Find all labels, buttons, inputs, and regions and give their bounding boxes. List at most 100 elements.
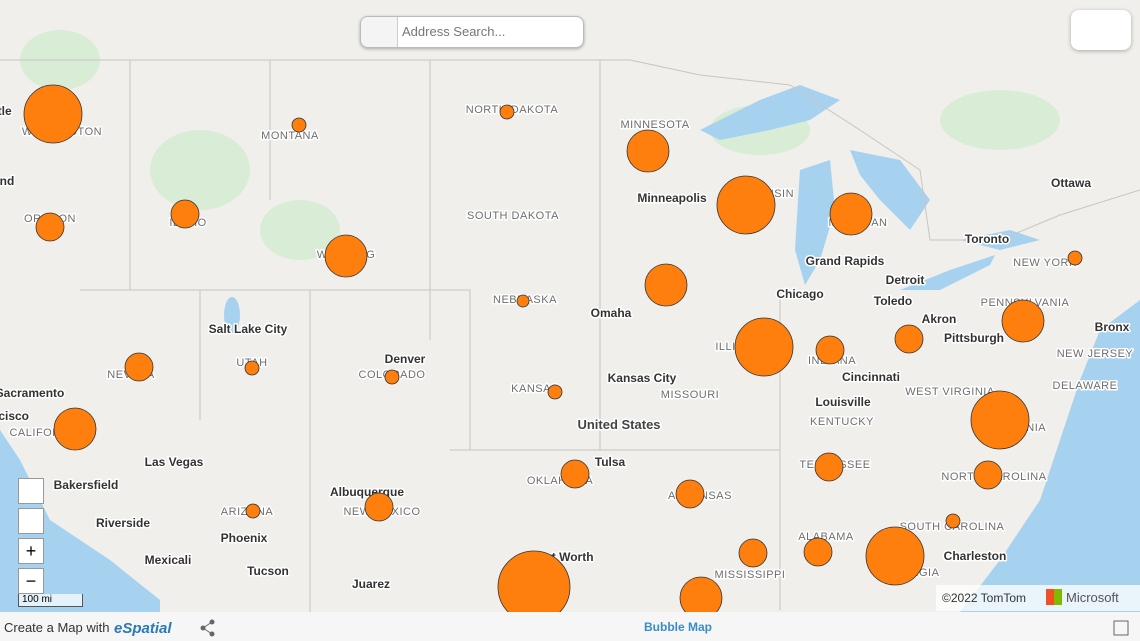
bubble (245, 503, 261, 519)
bubble (734, 317, 794, 377)
state-label: MINNESOTA (620, 119, 689, 131)
state-label: WEST VIRGINIA (905, 386, 995, 398)
locate-button[interactable] (18, 508, 44, 534)
place-label: Pittsburgh (944, 331, 1004, 345)
bubble (973, 460, 1003, 490)
bubble (945, 513, 961, 529)
place-label: Tulsa (595, 455, 626, 469)
place-label: Chicago (776, 287, 823, 301)
water (0, 85, 1140, 612)
bubble (499, 104, 515, 120)
place-label: Akron (922, 312, 957, 326)
parks (20, 30, 1060, 260)
state-label: DELAWARE (1053, 380, 1118, 392)
scale-bar: 100 mi (18, 594, 83, 607)
bubble (364, 492, 394, 522)
borders (0, 59, 1140, 620)
place-label: Mexicali (145, 553, 192, 567)
place-label: Bronx (1095, 320, 1130, 334)
bubble (124, 352, 154, 382)
zoom-out[interactable]: − (18, 568, 44, 594)
place-label: Riverside (96, 516, 150, 530)
place-label: Louisville (815, 395, 871, 409)
state-label: SOUTH DAKOTA (467, 210, 559, 222)
state-label: MISSOURI (661, 389, 719, 401)
place-label: Bakersfield (54, 478, 119, 492)
bubble (803, 537, 833, 567)
place-label: Tucson (247, 564, 289, 578)
bubble (675, 479, 705, 509)
place-label: Cincinnati (842, 370, 900, 384)
place-label: Denver (385, 352, 426, 366)
place-label: Detroit (886, 273, 925, 287)
brand[interactable]: eSpatial (114, 620, 172, 637)
place-label: Minneapolis (637, 191, 707, 205)
place-label: Sacramento (0, 386, 64, 400)
bubble (516, 294, 530, 308)
bubble (53, 407, 97, 451)
bubble (35, 212, 65, 242)
share-icon[interactable] (200, 619, 215, 637)
place-label: Phoenix (221, 531, 268, 545)
search-placeholder: Address Search... (402, 24, 506, 39)
bubble (716, 175, 776, 235)
place-label: Seattle (0, 104, 12, 118)
state-label: KANSAS (511, 383, 559, 395)
bubble (644, 263, 688, 307)
zoom-in[interactable]: + (18, 538, 44, 564)
bubble (626, 129, 670, 173)
place-label: United States (577, 417, 660, 432)
copyright: ©2022 TomTom (942, 591, 1026, 605)
place-label: Salt Lake City (209, 322, 288, 336)
bubble (547, 384, 563, 400)
state-label: NEW YORK (1013, 257, 1077, 269)
zoom-area-button[interactable] (18, 478, 44, 504)
footer-bar (0, 612, 1140, 641)
state-label: NEW JERSEY (1057, 348, 1134, 360)
bubble (384, 369, 400, 385)
place-label: Juarez (352, 577, 390, 591)
bubble (738, 538, 768, 568)
bubble (865, 526, 925, 586)
state-label: KENTUCKY (810, 416, 874, 428)
bubble (560, 459, 590, 489)
bubble (324, 234, 368, 278)
bubble (970, 390, 1030, 450)
footer-prefix: Create a Map with (4, 620, 110, 635)
zoom-controls: + − (18, 478, 44, 594)
bubble (1001, 299, 1045, 343)
map-name: Bubble Map (644, 620, 712, 634)
place-label: Ottawa (1051, 176, 1091, 190)
legend-button[interactable] (1071, 10, 1131, 50)
place-label: Kansas City (608, 371, 677, 385)
fullscreen-icon[interactable] (1113, 620, 1129, 636)
place-label: Charleston (944, 549, 1007, 563)
place-label: Toronto (965, 232, 1009, 246)
bubble (829, 192, 873, 236)
place-label: San Francisco (0, 409, 29, 423)
bubble (170, 199, 200, 229)
place-label: Las Vegas (145, 455, 204, 469)
provider: Microsoft (1066, 590, 1119, 605)
search-icon[interactable] (361, 17, 398, 47)
bubble (894, 324, 924, 354)
place-label: Toledo (874, 294, 912, 308)
place-label: Portland (0, 174, 14, 188)
bubble (244, 360, 260, 376)
state-label: MISSISSIPPI (715, 569, 786, 581)
place-label: Omaha (591, 306, 632, 320)
place-label: Grand Rapids (806, 254, 885, 268)
bubble (291, 117, 307, 133)
search-box[interactable]: Address Search... (360, 16, 584, 48)
land (0, 0, 1140, 612)
bubble (814, 452, 844, 482)
bubble (1067, 250, 1083, 266)
state-label: MONTANA (261, 130, 319, 142)
place-label: Albuquerque (330, 485, 404, 499)
bubble (23, 84, 83, 144)
provider-logo (1046, 589, 1062, 605)
attribution: ©2022 TomTom Microsoft (936, 585, 1140, 611)
bubble (815, 335, 845, 365)
